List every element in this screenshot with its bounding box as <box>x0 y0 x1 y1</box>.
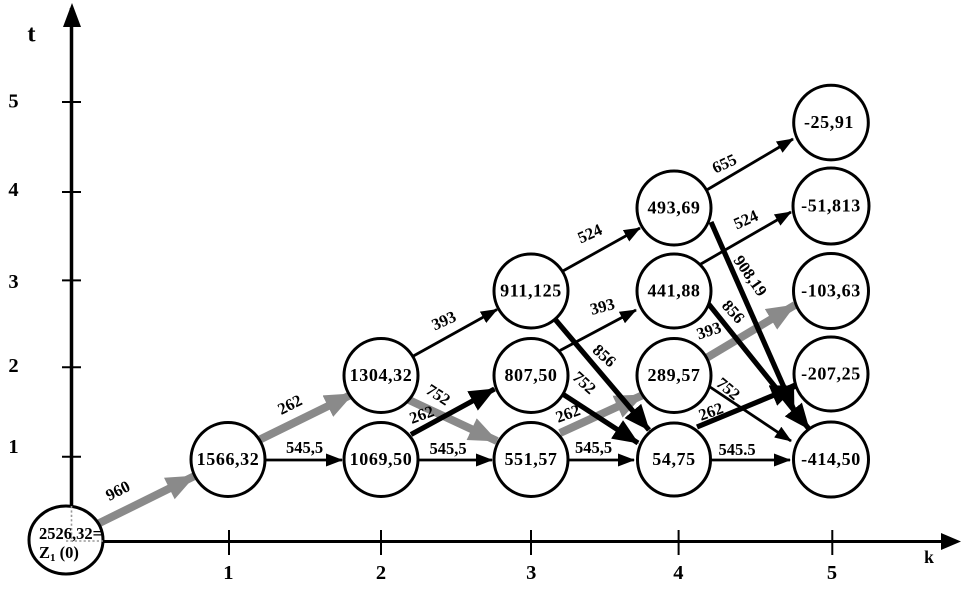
svg-text:t: t <box>27 21 36 48</box>
svg-text:1304,32: 1304,32 <box>350 365 413 385</box>
svg-text:1566,32: 1566,32 <box>197 449 260 469</box>
svg-text:5: 5 <box>827 562 837 584</box>
svg-text:-25,91: -25,91 <box>804 112 854 132</box>
svg-text:1069,50: 1069,50 <box>350 449 413 469</box>
svg-text:441,88: 441,88 <box>647 281 700 301</box>
svg-text:1: 1 <box>223 562 233 584</box>
svg-text:4: 4 <box>8 179 18 201</box>
svg-text:545,5: 545,5 <box>429 439 466 458</box>
svg-text:2526,32=: 2526,32= <box>39 524 102 543</box>
svg-text:-414,50: -414,50 <box>801 449 861 469</box>
svg-text:3: 3 <box>8 271 18 293</box>
svg-text:54,75: 54,75 <box>652 449 696 469</box>
svg-text:2: 2 <box>376 562 386 584</box>
svg-text:Z1 (0): Z1 (0) <box>39 543 79 564</box>
svg-text:911,125: 911,125 <box>500 281 562 301</box>
svg-text:2: 2 <box>8 355 18 377</box>
svg-text:551,57: 551,57 <box>504 449 557 469</box>
svg-text:807,50: 807,50 <box>504 365 557 385</box>
svg-text:493,69: 493,69 <box>647 198 700 218</box>
svg-text:1: 1 <box>8 436 18 458</box>
svg-text:3: 3 <box>526 562 536 584</box>
svg-text:4: 4 <box>673 562 683 584</box>
svg-text:k: k <box>924 547 934 567</box>
svg-text:545.5: 545.5 <box>718 440 755 459</box>
svg-text:5: 5 <box>8 91 18 113</box>
svg-text:289,57: 289,57 <box>647 365 700 385</box>
svg-text:545,5: 545,5 <box>575 438 612 457</box>
svg-text:-51,813: -51,813 <box>801 196 861 216</box>
svg-text:-103,63: -103,63 <box>801 281 861 301</box>
svg-text:-207,25: -207,25 <box>801 364 861 384</box>
svg-text:545,5: 545,5 <box>286 438 323 457</box>
